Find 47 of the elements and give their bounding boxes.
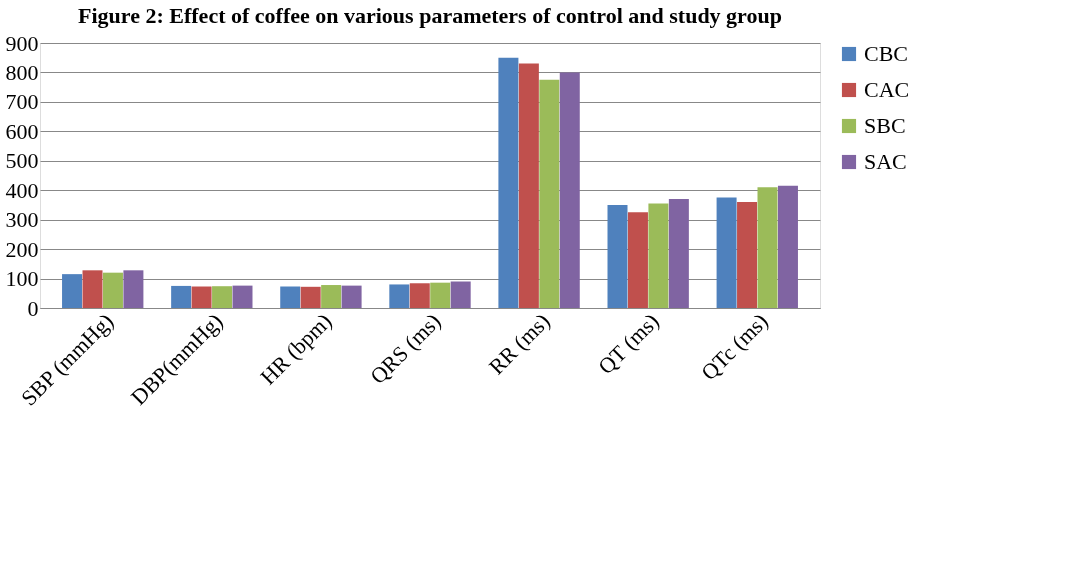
bar <box>123 270 144 308</box>
bar <box>559 72 580 308</box>
bar <box>321 285 342 308</box>
bar <box>212 286 233 308</box>
x-tick-label: RR (ms) <box>483 308 555 380</box>
bar <box>102 272 123 308</box>
y-tick-label: 700 <box>5 89 39 115</box>
legend-label: SAC <box>864 149 907 174</box>
y-tick-label: 0 <box>27 295 39 321</box>
y-tick-label: 300 <box>5 207 39 233</box>
bar <box>737 202 758 308</box>
bar <box>232 285 253 308</box>
bar <box>409 283 430 308</box>
bar <box>716 197 737 308</box>
bar <box>777 185 798 308</box>
x-tick-label: QRS (ms) <box>365 308 446 389</box>
bar <box>341 285 362 308</box>
bar <box>757 187 778 308</box>
bar <box>62 274 83 308</box>
bar <box>389 284 410 308</box>
y-tick-label: 800 <box>5 59 39 85</box>
y-tick-label: 600 <box>5 118 39 144</box>
x-tick-label: QT (ms) <box>593 308 664 379</box>
bar <box>191 286 212 308</box>
bar <box>280 286 301 308</box>
bar <box>518 63 539 308</box>
bar <box>82 270 103 308</box>
bar <box>648 203 669 308</box>
y-tick-label: 400 <box>5 177 39 203</box>
bar <box>450 281 471 308</box>
bar <box>498 57 519 308</box>
y-tick-label: 900 <box>5 30 39 56</box>
y-tick-label: 200 <box>5 236 39 262</box>
y-tick-label: 500 <box>5 148 39 174</box>
legend-label: CAC <box>864 77 910 102</box>
bar <box>171 285 192 308</box>
legend-label: SBC <box>864 113 906 138</box>
legend-label: CBC <box>864 41 909 66</box>
x-tick-label: QTc (ms) <box>696 308 773 386</box>
chart-title: Figure 2: Effect of coffee on various parameters of control and study group <box>78 3 782 28</box>
bar <box>539 79 560 308</box>
y-tick-label: 100 <box>5 266 39 292</box>
bar <box>430 282 451 308</box>
bar <box>627 212 648 308</box>
bar <box>607 204 628 308</box>
bar <box>668 199 689 308</box>
bar <box>300 286 321 308</box>
